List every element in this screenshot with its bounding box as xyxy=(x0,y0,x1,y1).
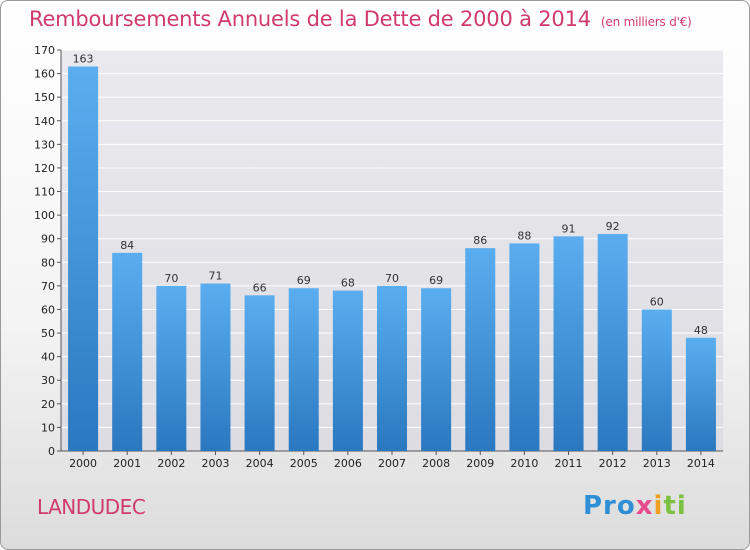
y-tick-label: 170 xyxy=(34,44,55,57)
x-tick-label-2011: 2011 xyxy=(555,457,583,470)
data-label-2009: 86 xyxy=(473,234,487,247)
y-tick-label: 150 xyxy=(34,91,55,104)
proxiti-logo: Proxiti xyxy=(583,491,687,521)
place-name: LANDUDEC xyxy=(37,495,146,519)
x-tick-label-2010: 2010 xyxy=(510,457,538,470)
data-label-2010: 88 xyxy=(517,229,531,242)
y-tick-label: 160 xyxy=(34,68,55,81)
x-tick-label-2002: 2002 xyxy=(157,457,185,470)
bar-2012 xyxy=(597,233,628,451)
y-tick-label: 0 xyxy=(48,445,55,458)
data-label-2013: 60 xyxy=(650,295,664,308)
x-tick-label-2000: 2000 xyxy=(69,457,97,470)
bar-2008 xyxy=(421,288,452,451)
data-label-2008: 69 xyxy=(429,274,443,287)
y-tick-label: 80 xyxy=(41,256,55,269)
data-label-2004: 66 xyxy=(253,281,267,294)
data-label-2011: 91 xyxy=(562,222,576,235)
data-label-2005: 69 xyxy=(297,274,311,287)
x-tick-label-2013: 2013 xyxy=(643,457,671,470)
y-tick-label: 50 xyxy=(41,327,55,340)
y-tick-label: 40 xyxy=(41,351,55,364)
bar-2011 xyxy=(553,236,584,451)
data-label-2014: 48 xyxy=(694,324,708,337)
x-tick-label-2012: 2012 xyxy=(599,457,627,470)
data-label-2000: 163 xyxy=(73,53,94,66)
bar-2002 xyxy=(156,285,187,451)
bar-2006 xyxy=(332,290,363,451)
data-label-2002: 70 xyxy=(164,272,178,285)
x-tick-label-2014: 2014 xyxy=(687,457,715,470)
data-label-2007: 70 xyxy=(385,272,399,285)
bar-2005 xyxy=(288,288,319,451)
bar-2001 xyxy=(112,252,143,451)
x-tick-label-2006: 2006 xyxy=(334,457,362,470)
y-tick-label: 140 xyxy=(34,115,55,128)
bar-2010 xyxy=(509,243,540,451)
chart-unit: (en milliers d'€) xyxy=(600,15,692,29)
data-label-2001: 84 xyxy=(120,239,134,252)
bar-2014 xyxy=(685,337,716,451)
x-tick-label-2003: 2003 xyxy=(201,457,229,470)
y-tick-label: 30 xyxy=(41,374,55,387)
bar-2007 xyxy=(376,285,408,451)
y-tick-label: 110 xyxy=(34,186,55,199)
data-label-2003: 71 xyxy=(208,270,222,283)
chart-title-text: Remboursements Annuels de la Dette de 20… xyxy=(29,7,591,31)
y-tick-label: 90 xyxy=(41,233,55,246)
bar-2009 xyxy=(465,248,496,451)
chart-title: Remboursements Annuels de la Dette de 20… xyxy=(29,7,692,31)
bar-2000 xyxy=(68,66,99,451)
data-label-2006: 68 xyxy=(341,277,355,290)
data-label-2012: 92 xyxy=(606,220,620,233)
y-tick-label: 120 xyxy=(34,162,55,175)
y-tick-label: 130 xyxy=(34,138,55,151)
x-tick-label-2005: 2005 xyxy=(290,457,318,470)
y-tick-label: 60 xyxy=(41,303,55,316)
y-tick-label: 70 xyxy=(41,280,55,293)
bar-2003 xyxy=(200,283,231,451)
x-tick-label-2001: 2001 xyxy=(113,457,141,470)
y-tick-label: 100 xyxy=(34,209,55,222)
x-tick-label-2009: 2009 xyxy=(466,457,494,470)
x-tick-label-2004: 2004 xyxy=(246,457,274,470)
y-tick-label: 20 xyxy=(41,398,55,411)
y-tick-label: 10 xyxy=(41,421,55,434)
bar-2013 xyxy=(641,309,672,451)
x-tick-label-2007: 2007 xyxy=(378,457,406,470)
x-tick-label-2008: 2008 xyxy=(422,457,450,470)
bar-2004 xyxy=(244,295,275,451)
